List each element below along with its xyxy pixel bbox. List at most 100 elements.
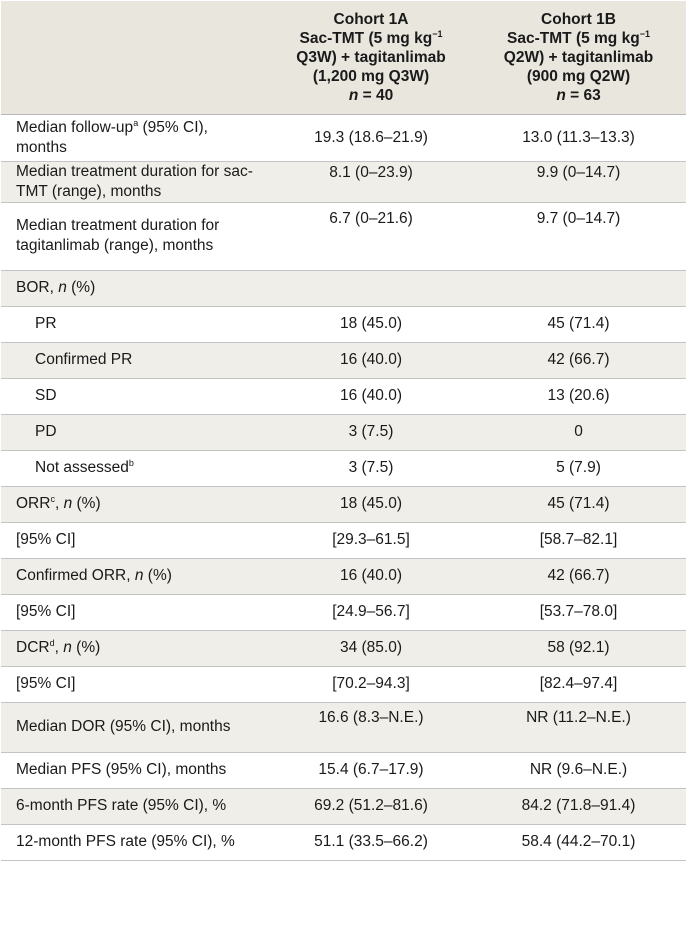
row-label-text: ,: [54, 495, 64, 512]
cell-cohort-1a: [70.2–94.3]: [271, 665, 471, 702]
row-label-confirmed-orr: Confirmed ORR, n (%): [1, 557, 271, 594]
cell-cohort-1b: 45 (71.4): [471, 485, 686, 522]
row-label-median-dor: Median DOR (95% CI), months: [1, 701, 271, 752]
cell-cohort-1a: 51.1 (33.5–66.2): [271, 823, 471, 861]
cell-cohort-1a: [29.3–61.5]: [271, 521, 471, 558]
cell-cohort-1a: 16 (40.0): [271, 557, 471, 594]
cell-cohort-1b: 9.7 (0–14.7): [471, 201, 686, 270]
table-row: SD 16 (40.0) 13 (20.6): [1, 377, 686, 414]
row-label-text: (%): [66, 279, 96, 296]
table-row: DCRd, n (%) 34 (85.0) 58 (92.1): [1, 629, 686, 666]
table-row: Median treatment duration for sac-TMT (r…: [1, 160, 686, 202]
cell-cohort-1a: 8.1 (0–23.9): [271, 160, 471, 202]
cohort-1b-tagit-dose: (900 mg Q2W): [526, 67, 631, 85]
table-row: Median treatment duration for tagitanlim…: [1, 201, 686, 270]
row-label-text: Confirmed ORR,: [16, 567, 135, 584]
cell-cohort-1b: [58.7–82.1]: [471, 521, 686, 558]
cell-cohort-1b: 84.2 (71.8–91.4): [471, 787, 686, 824]
cohort-1a-dose-exponent: −1: [432, 28, 443, 39]
row-label-sd: SD: [1, 377, 271, 414]
row-label-text: ORR: [16, 495, 51, 512]
table-row: 6-month PFS rate (95% CI), % 69.2 (51.2–…: [1, 787, 686, 824]
header-cohort-1b: Cohort 1B Sac-TMT (5 mg kg−1 Q2W) + tagi…: [471, 1, 686, 115]
cell-cohort-1a: [271, 269, 471, 306]
header-blank-cell: [1, 1, 271, 115]
cell-cohort-1b: NR (11.2–N.E.): [471, 701, 686, 752]
cell-cohort-1a: 16.6 (8.3–N.E.): [271, 701, 471, 752]
row-label-text: (%): [72, 495, 101, 512]
row-label-dcr-ci: [95% CI]: [1, 665, 271, 702]
cohort-1a-n-value: = 40: [358, 86, 394, 104]
table-row: PR 18 (45.0) 45 (71.4): [1, 305, 686, 342]
cohort-1b-schedule: Q2W) + tagitanlimab: [503, 48, 654, 66]
efficacy-table: Cohort 1A Sac-TMT (5 mg kg−1 Q3W) + tagi…: [1, 1, 686, 861]
cohort-1b-dose-line: Sac-TMT (5 mg kg−1: [477, 29, 680, 48]
cell-cohort-1b: 13.0 (11.3–13.3): [471, 113, 686, 161]
cell-cohort-1a: 6.7 (0–21.6): [271, 201, 471, 270]
row-label-pr: PR: [1, 305, 271, 342]
table-row: PD 3 (7.5) 0: [1, 413, 686, 450]
row-label-text: (%): [71, 639, 101, 656]
footnote-marker: a: [133, 117, 139, 128]
table-header: Cohort 1A Sac-TMT (5 mg kg−1 Q3W) + tagi…: [1, 1, 686, 115]
footnote-marker: d: [49, 637, 55, 648]
row-label-median-follow-up: Median follow-upa (95% CI), months: [1, 113, 271, 161]
row-label-italic: n: [63, 639, 72, 656]
cell-cohort-1b: 9.9 (0–14.7): [471, 160, 686, 202]
cell-cohort-1a: 19.3 (18.6–21.9): [271, 113, 471, 161]
cohort-1a-n: n = 40: [277, 86, 465, 105]
header-row: Cohort 1A Sac-TMT (5 mg kg−1 Q3W) + tagi…: [1, 1, 686, 115]
row-label-confirmed-orr-ci: [95% CI]: [1, 593, 271, 630]
cell-cohort-1a: [24.9–56.7]: [271, 593, 471, 630]
table-row: [95% CI] [29.3–61.5] [58.7–82.1]: [1, 521, 686, 558]
row-label-dcr: DCRd, n (%): [1, 629, 271, 666]
row-label-not-assessed: Not assessedb: [1, 449, 271, 486]
row-label-orr: ORRc, n (%): [1, 485, 271, 522]
cell-cohort-1b: 42 (66.7): [471, 341, 686, 378]
table-row: [95% CI] [70.2–94.3] [82.4–97.4]: [1, 665, 686, 702]
cell-cohort-1b: 42 (66.7): [471, 557, 686, 594]
cell-cohort-1a: 3 (7.5): [271, 413, 471, 450]
cohort-1a-dose-line: Sac-TMT (5 mg kg−1: [277, 29, 465, 48]
row-label-text: DCR: [16, 639, 50, 656]
footnote-marker: c: [50, 493, 55, 504]
cohort-1a-title: Cohort 1A: [333, 10, 409, 28]
row-label-treatment-duration-tagitanlimab: Median treatment duration for tagitanlim…: [1, 201, 271, 270]
cohort-1b-n-value: = 63: [565, 86, 601, 104]
cohort-1a-schedule: Q3W) + tagitanlimab: [296, 48, 446, 66]
row-label-italic: n: [134, 567, 144, 584]
cohort-1a-tagit-dose: (1,200 mg Q3W): [312, 67, 430, 85]
row-label-orr-ci: [95% CI]: [1, 521, 271, 558]
table-row: Median PFS (95% CI), months 15.4 (6.7–17…: [1, 751, 686, 788]
cell-cohort-1b: 5 (7.9): [471, 449, 686, 486]
cohort-1a-n-label: n: [348, 86, 359, 104]
row-label-text: (95% CI), months: [16, 118, 208, 156]
cohort-1b-n-label: n: [556, 86, 566, 104]
table-row: BOR, n (%): [1, 269, 686, 306]
cohort-1b-title: Cohort 1B: [541, 10, 616, 28]
cohort-1b-dose-text: Sac-TMT (5 mg kg: [507, 29, 640, 47]
table-row: Confirmed PR 16 (40.0) 42 (66.7): [1, 341, 686, 378]
cohort-1b-dose-exponent: −1: [639, 28, 650, 39]
table-row: ORRc, n (%) 18 (45.0) 45 (71.4): [1, 485, 686, 522]
row-label-12-month-pfs: 12-month PFS rate (95% CI), %: [1, 823, 271, 861]
cell-cohort-1b: [82.4–97.4]: [471, 665, 686, 702]
table-row: Median DOR (95% CI), months 16.6 (8.3–N.…: [1, 701, 686, 752]
cell-cohort-1b: [53.7–78.0]: [471, 593, 686, 630]
row-label-6-month-pfs: 6-month PFS rate (95% CI), %: [1, 787, 271, 824]
row-label-pd: PD: [1, 413, 271, 450]
cell-cohort-1a: 3 (7.5): [271, 449, 471, 486]
row-label-italic: n: [63, 495, 73, 512]
row-label-italic: n: [58, 279, 67, 296]
row-label-median-pfs: Median PFS (95% CI), months: [1, 751, 271, 788]
row-label-treatment-duration-sac-tmt: Median treatment duration for sac-TMT (r…: [1, 160, 271, 202]
table-row: Median follow-upa (95% CI), months 19.3 …: [1, 113, 686, 161]
cohort-1b-n: n = 63: [477, 86, 680, 105]
row-label-bor: BOR, n (%): [1, 269, 271, 306]
cell-cohort-1a: 34 (85.0): [271, 629, 471, 666]
row-label-text: (%): [143, 567, 172, 584]
cohort-1a-dose-text: Sac-TMT (5 mg kg: [299, 29, 433, 47]
cell-cohort-1a: 18 (45.0): [271, 305, 471, 342]
cell-cohort-1b: 0: [471, 413, 686, 450]
cell-cohort-1b: [471, 269, 686, 306]
